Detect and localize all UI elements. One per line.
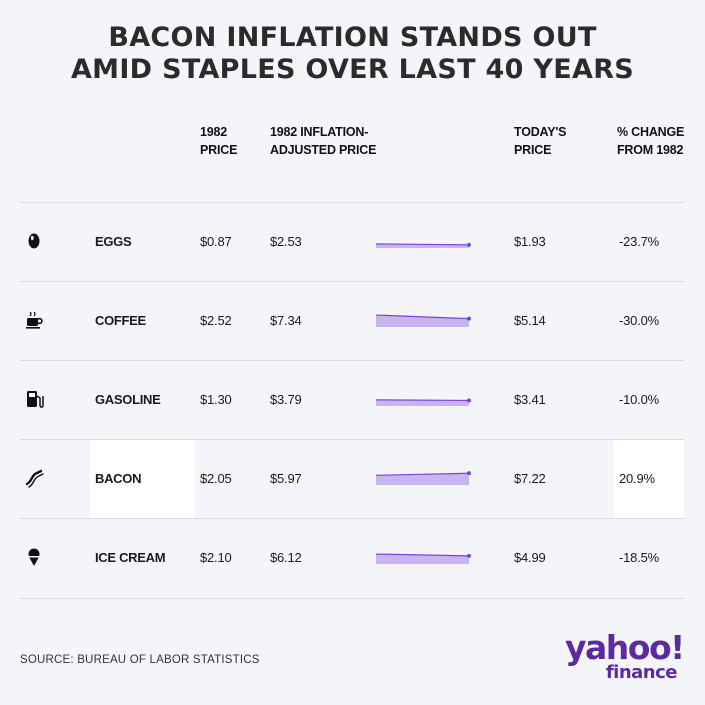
sparkline-end-point (467, 316, 471, 321)
header-adjusted-price: 1982 INFLATION- ADJUSTED PRICE (270, 125, 377, 157)
price-table: EGGS $0.87 $2.53 $1.93 -23.7% COFFEE $2.52 $7.3… (20, 202, 684, 599)
todays-price: $3.41 (514, 392, 546, 407)
coffee-cup-icon (24, 309, 44, 331)
sparkline-end-point (467, 242, 471, 247)
price-1982: $2.05 (200, 471, 232, 486)
sparkline-line (375, 553, 470, 557)
source-note: SOURCE: BUREAU OF LABOR STATISTICS (20, 654, 260, 666)
sparkline-area (376, 554, 469, 564)
item-name: COFFEE (95, 313, 146, 328)
price-1982: $2.52 (200, 313, 232, 328)
adjusted-price: $7.34 (270, 313, 302, 328)
adjusted-price: $2.53 (270, 234, 302, 249)
todays-price: $4.99 (514, 550, 546, 565)
percent-change: -10.0% (619, 392, 659, 407)
logo-finance-text: finance (605, 662, 678, 683)
sparkline (375, 398, 471, 406)
sparkline (375, 314, 471, 327)
sparkline-area (376, 473, 469, 485)
price-1982: $1.30 (200, 392, 232, 407)
header-todays-price: TODAY'S PRICE (514, 125, 567, 157)
bacon-icon (24, 467, 44, 489)
table-row: COFFEE $2.52 $7.34 $5.14 -30.0% (20, 281, 684, 361)
sparkline-line (375, 399, 470, 402)
sparkline (375, 242, 471, 248)
item-name: ICE CREAM (95, 550, 166, 565)
highlight-name-cell (90, 440, 195, 519)
highlight-change-cell (614, 440, 684, 519)
item-name: GASOLINE (95, 392, 161, 407)
egg-icon (24, 230, 44, 252)
sparkline-line (375, 243, 470, 246)
sparkline (375, 553, 471, 564)
percent-change: -30.0% (619, 313, 659, 328)
table-row: BACON $2.05 $5.97 $7.22 20.9% (20, 439, 684, 519)
item-name: BACON (95, 471, 142, 486)
price-1982: $0.87 (200, 234, 232, 249)
adjusted-price: $5.97 (270, 471, 302, 486)
todays-price: $5.14 (514, 313, 546, 328)
sparkline (375, 471, 471, 485)
table-row: EGGS $0.87 $2.53 $1.93 -23.7% (20, 202, 684, 282)
table-row: GASOLINE $1.30 $3.79 $3.41 -10.0% (20, 360, 684, 440)
header-1982-price: 1982 PRICE (200, 125, 238, 157)
adjusted-price: $3.79 (270, 392, 302, 407)
sparkline-end-point (467, 398, 471, 403)
logo-yahoo-text: yahoo! (565, 628, 685, 667)
sparkline-end-point (467, 471, 471, 476)
todays-price: $7.22 (514, 471, 546, 486)
title-line-2: AMID STAPLES OVER LAST 40 YEARS (70, 54, 635, 85)
table-row: ICE CREAM $2.10 $6.12 $4.99 -18.5% (20, 518, 684, 599)
sparkline-line (375, 472, 470, 476)
gas-pump-icon (24, 388, 44, 410)
chart-title: BACON INFLATION STANDS OUT AMID STAPLES … (0, 22, 705, 86)
header-percent-change: % CHANGE FROM 1982 (617, 125, 685, 157)
title-line-1: BACON INFLATION STANDS OUT (108, 22, 597, 53)
sparkline-area (376, 399, 469, 406)
percent-change: -18.5% (619, 550, 659, 565)
price-1982: $2.10 (200, 550, 232, 565)
ice-cream-icon (24, 546, 44, 568)
adjusted-price: $6.12 (270, 550, 302, 565)
percent-change: 20.9% (619, 471, 655, 486)
sparkline-line (375, 314, 470, 320)
percent-change: -23.7% (619, 234, 659, 249)
todays-price: $1.93 (514, 234, 546, 249)
yahoo-finance-logo: yahoo! finance (565, 628, 685, 683)
item-name: EGGS (95, 234, 132, 249)
sparkline-end-point (467, 553, 471, 558)
